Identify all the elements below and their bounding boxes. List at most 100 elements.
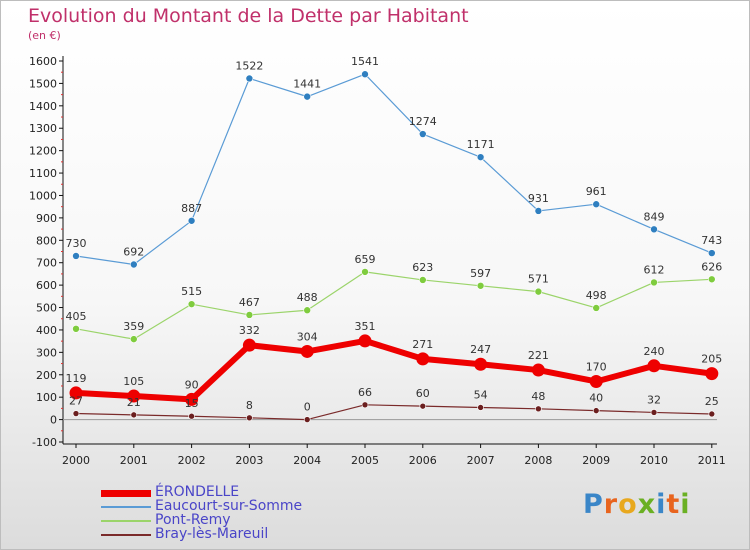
- data-label-eaucourt-sur-somme: 692: [123, 245, 144, 258]
- y-tick-label: 1500: [29, 77, 57, 90]
- chart-axes: -100010020030040050060070080090010001100…: [29, 55, 726, 467]
- x-tick-label: 2005: [351, 454, 379, 467]
- y-tick-label: 1200: [29, 145, 57, 158]
- data-point-pont-remy: [534, 287, 543, 296]
- data-point-pont-remy: [707, 275, 716, 284]
- data-label-bray-les-mareuil: 40: [589, 392, 603, 405]
- data-label-bray-les-mareuil: 27: [69, 395, 83, 408]
- data-point-bray-les-mareuil: [477, 404, 484, 411]
- data-label-eaucourt-sur-somme: 887: [181, 202, 202, 215]
- y-tick-label: 700: [36, 257, 57, 270]
- data-label-pont-remy: 623: [412, 261, 433, 274]
- x-tick-label: 2011: [698, 454, 726, 467]
- y-tick-label: 900: [36, 212, 57, 225]
- data-label-pont-remy: 612: [644, 263, 665, 276]
- data-point-erondelle: [300, 344, 314, 358]
- data-label-pont-remy: 467: [239, 296, 260, 309]
- logo-letter: i: [680, 489, 691, 520]
- data-point-bray-les-mareuil: [246, 414, 253, 422]
- series-line-pont-remy: [75, 271, 712, 340]
- x-tick-label: 2002: [178, 454, 206, 467]
- y-tick-label: 100: [36, 391, 57, 404]
- data-point-bray-les-mareuil: [419, 402, 427, 410]
- data-label-bray-les-mareuil: 25: [705, 395, 719, 408]
- data-label-bray-les-mareuil: 15: [185, 397, 199, 410]
- data-label-erondelle: 105: [123, 375, 144, 388]
- data-label-erondelle: 90: [185, 378, 199, 391]
- series-line-eaucourt-sur-somme: [75, 73, 713, 266]
- chart-unit-label: (en €): [28, 29, 61, 42]
- data-point-bray-les-mareuil: [188, 412, 195, 420]
- data-label-pont-remy: 571: [528, 273, 549, 286]
- data-point-eaucourt-sur-somme: [476, 153, 485, 161]
- data-label-pont-remy: 488: [297, 291, 318, 304]
- data-point-pont-remy: [418, 276, 427, 284]
- data-point-pont-remy: [592, 304, 601, 312]
- data-label-erondelle: 304: [297, 330, 318, 343]
- y-tick-label: 1400: [29, 100, 57, 113]
- data-label-eaucourt-sur-somme: 1541: [351, 55, 379, 68]
- data-label-bray-les-mareuil: 0: [304, 401, 311, 414]
- data-label-eaucourt-sur-somme: 743: [701, 234, 722, 247]
- data-point-pont-remy: [72, 325, 80, 333]
- series-line-erondelle: [75, 337, 713, 403]
- data-point-bray-les-mareuil: [535, 405, 542, 413]
- x-tick-label: 2007: [467, 454, 495, 467]
- data-label-erondelle: 170: [586, 360, 607, 373]
- data-point-bray-les-mareuil: [592, 407, 600, 414]
- data-label-erondelle: 247: [470, 343, 491, 356]
- logo-letter: o: [618, 489, 638, 520]
- data-label-bray-les-mareuil: 66: [358, 386, 372, 399]
- data-point-erondelle: [647, 359, 661, 373]
- data-point-bray-les-mareuil: [361, 401, 369, 409]
- y-tick-label: 1100: [29, 167, 57, 180]
- data-point-erondelle: [358, 334, 372, 348]
- data-label-erondelle: 271: [412, 338, 433, 351]
- data-label-erondelle: 240: [644, 345, 665, 358]
- data-label-pont-remy: 498: [586, 289, 607, 302]
- legend-swatch-eaucourt: [101, 506, 151, 508]
- data-label-eaucourt-sur-somme: 730: [66, 237, 87, 250]
- data-label-pont-remy: 659: [355, 253, 376, 266]
- data-point-bray-les-mareuil: [708, 410, 716, 418]
- data-point-pont-remy: [303, 306, 312, 315]
- y-tick-label: 200: [36, 369, 57, 382]
- data-point-bray-les-mareuil: [130, 411, 138, 419]
- data-point-pont-remy: [476, 281, 485, 290]
- data-label-erondelle: 119: [66, 372, 87, 385]
- data-label-pont-remy: 405: [66, 310, 87, 323]
- data-label-pont-remy: 359: [123, 320, 144, 333]
- y-tick-label: 0: [50, 414, 57, 427]
- data-label-eaucourt-sur-somme: 961: [586, 185, 607, 198]
- data-point-erondelle: [531, 363, 545, 377]
- x-tick-label: 2006: [409, 454, 437, 467]
- chart-title: Evolution du Montant de la Dette par Hab…: [28, 5, 469, 27]
- x-tick-label: 2010: [640, 454, 668, 467]
- data-point-bray-les-mareuil: [650, 409, 658, 416]
- data-label-erondelle: 205: [701, 353, 722, 366]
- data-point-eaucourt-sur-somme: [187, 216, 196, 225]
- data-point-eaucourt-sur-somme: [130, 260, 138, 269]
- y-tick-label: 1300: [29, 122, 57, 135]
- data-point-bray-les-mareuil: [72, 410, 80, 417]
- x-tick-label: 2008: [524, 454, 552, 467]
- x-tick-label: 2004: [293, 454, 321, 467]
- logo-letter: t: [666, 489, 681, 520]
- data-point-pont-remy: [187, 300, 196, 308]
- y-tick-label: 300: [36, 346, 57, 359]
- data-point-eaucourt-sur-somme: [534, 207, 543, 215]
- legend-item-bray: Bray-lès-Mareuil: [101, 526, 361, 542]
- legend-item-pont-remy: Pont-Remy: [101, 512, 361, 528]
- data-label-bray-les-mareuil: 60: [416, 387, 430, 400]
- data-point-pont-remy: [650, 278, 658, 287]
- data-label-bray-les-mareuil: 8: [246, 399, 253, 412]
- data-point-eaucourt-sur-somme: [72, 252, 80, 260]
- data-label-eaucourt-sur-somme: 931: [528, 192, 549, 205]
- y-tick-label: -100: [32, 436, 57, 449]
- data-label-erondelle: 221: [528, 349, 549, 362]
- data-point-eaucourt-sur-somme: [303, 92, 312, 101]
- proxiti-logo: Proxiti: [583, 489, 691, 520]
- y-tick-label: 800: [36, 234, 57, 247]
